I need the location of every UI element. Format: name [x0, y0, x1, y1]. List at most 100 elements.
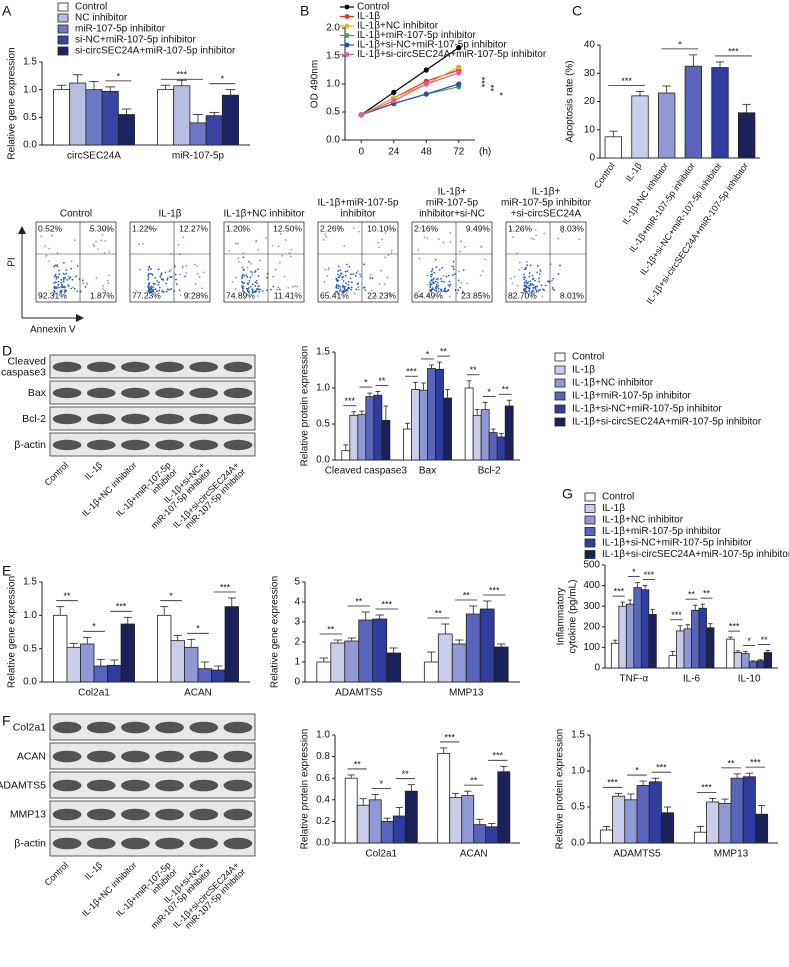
- flow-event: [138, 268, 141, 271]
- y-tick-label: 30: [584, 68, 596, 79]
- flow-event: [65, 272, 68, 275]
- flow-event: [377, 241, 380, 244]
- arrow-head: [18, 226, 26, 234]
- flow-event: [536, 265, 539, 267]
- legend-swatch: [584, 527, 596, 536]
- legend-label: Control: [572, 352, 604, 363]
- flow-event: [529, 264, 532, 267]
- quadrant-percent: 10.10%: [367, 223, 396, 233]
- bar: [341, 450, 351, 461]
- bar: [221, 94, 239, 146]
- flow-event: [150, 268, 152, 270]
- flow-event: [389, 293, 392, 296]
- flow-title: IL-1β: [159, 209, 182, 220]
- blot-strip: [49, 771, 256, 799]
- flow-title: IL-1β+NC inhibitor: [223, 209, 305, 220]
- flow-event: [62, 280, 65, 283]
- flow-event: [198, 276, 201, 278]
- legend-swatch: [584, 504, 596, 513]
- blot-row-label: Bax: [28, 387, 47, 399]
- point: [391, 98, 397, 104]
- flow-event: [170, 288, 173, 290]
- blot-strip: [49, 829, 256, 857]
- x-tick-label: Bax: [419, 466, 436, 477]
- bar: [423, 661, 439, 683]
- bar: [618, 605, 627, 669]
- flow-event: [512, 236, 514, 239]
- flow-event: [92, 243, 95, 246]
- quadrant-percent: 82.70%: [508, 290, 537, 300]
- flow-event: [338, 289, 341, 292]
- bar: [437, 633, 453, 683]
- flow-event: [100, 239, 102, 242]
- blot-band: [52, 439, 82, 451]
- legend-swatch: [554, 391, 566, 401]
- flow-event: [456, 292, 459, 295]
- lane-label-line: IL-1β: [83, 860, 105, 882]
- bar: [742, 776, 756, 844]
- legend-label: miR-107-5p inhibitor: [75, 24, 166, 35]
- flow-event: [251, 288, 254, 291]
- blot-band: [52, 387, 82, 399]
- flow-event: [449, 283, 452, 286]
- flow-event: [343, 285, 346, 288]
- bar: [386, 652, 402, 683]
- flow-event: [241, 277, 243, 280]
- blot-band: [223, 387, 253, 399]
- flow-event: [529, 282, 532, 285]
- flow-event: [557, 273, 560, 275]
- quadrant-percent: 1.22%: [132, 223, 157, 233]
- y-tick-label: 0.6: [316, 773, 330, 784]
- x-tick-label: ADAMTS5: [613, 849, 661, 860]
- flow-event: [326, 275, 329, 277]
- flow-event: [336, 280, 339, 283]
- y-tick-label: 0.5: [23, 112, 37, 123]
- bar: [358, 619, 374, 683]
- flow-title: IL-1β+: [532, 187, 561, 198]
- point: [456, 81, 462, 87]
- significance-label: *: [635, 765, 639, 775]
- quadrant-percent: 2.16%: [414, 223, 439, 233]
- flow-event: [288, 252, 291, 255]
- flow-event: [466, 282, 468, 285]
- flow-event: [530, 237, 533, 240]
- bar: [496, 436, 506, 461]
- flow-event: [335, 277, 338, 280]
- bar: [604, 136, 622, 159]
- flow-event: [44, 245, 47, 248]
- flow-event: [327, 266, 330, 269]
- blot-strip: [49, 432, 256, 457]
- flow-event: [363, 263, 366, 266]
- legend-label: IL-1β: [572, 365, 595, 376]
- flow-event: [69, 276, 72, 279]
- flow-event: [149, 289, 152, 291]
- flow-event: [364, 289, 367, 291]
- bar: [157, 89, 175, 146]
- bar: [658, 92, 676, 159]
- flow-event: [247, 287, 250, 289]
- flow-event: [525, 279, 528, 282]
- flow-event: [147, 278, 150, 281]
- lane-label-line: Control: [43, 860, 71, 888]
- quadrant-percent: 1.20%: [226, 223, 251, 233]
- flow-event: [340, 272, 343, 275]
- blot-band: [189, 361, 219, 373]
- y-tick-label: 1: [294, 657, 300, 668]
- flow-event: [48, 260, 51, 263]
- flow-event: [513, 275, 516, 278]
- flow-event: [170, 276, 172, 279]
- flow-event: [511, 282, 514, 285]
- blot-strip: [49, 406, 256, 431]
- flow-event: [281, 254, 284, 257]
- significance-label: **: [355, 596, 363, 606]
- flow-event: [350, 281, 353, 284]
- flow-event: [147, 290, 150, 293]
- significance-label: ***: [406, 367, 417, 377]
- flow-event: [429, 286, 432, 289]
- flow-event: [255, 239, 258, 242]
- flow-event: [350, 273, 352, 276]
- flow-event: [50, 234, 53, 237]
- flow-event: [155, 228, 158, 230]
- significance-label: *: [632, 567, 636, 577]
- flow-event: [531, 283, 534, 286]
